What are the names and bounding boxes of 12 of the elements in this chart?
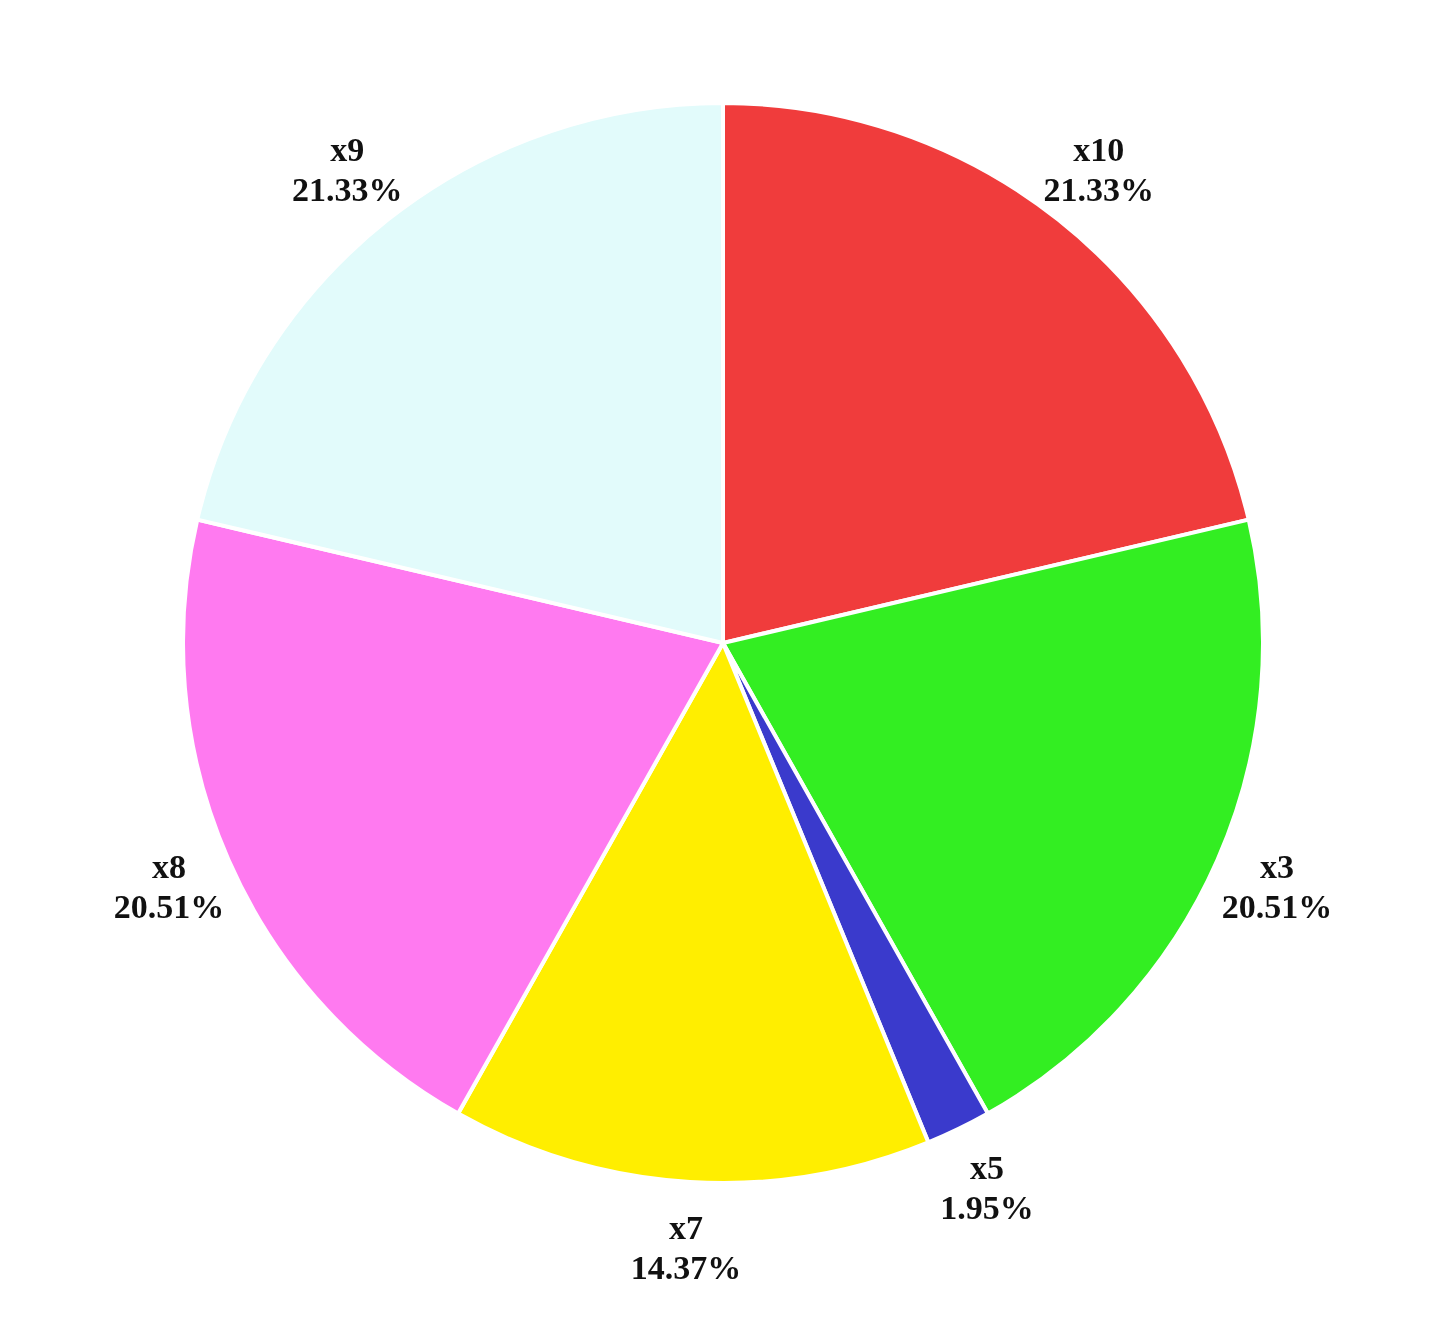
data-label: 14.37% xyxy=(630,1248,742,1286)
data-label: 21.33% xyxy=(292,170,403,208)
slice-label: x10 xyxy=(1073,130,1125,168)
data-label: 20.51% xyxy=(113,888,225,926)
slice-label: x9 xyxy=(330,130,365,168)
slice-label: x8 xyxy=(152,848,187,886)
data-label: 21.33% xyxy=(1043,170,1154,208)
data-label: 1.95% xyxy=(940,1189,1034,1227)
slice-label: x5 xyxy=(969,1149,1004,1187)
slice-label: x3 xyxy=(1259,848,1294,886)
slice-label: x7 xyxy=(668,1208,703,1246)
data-label: 20.51% xyxy=(1221,888,1333,926)
